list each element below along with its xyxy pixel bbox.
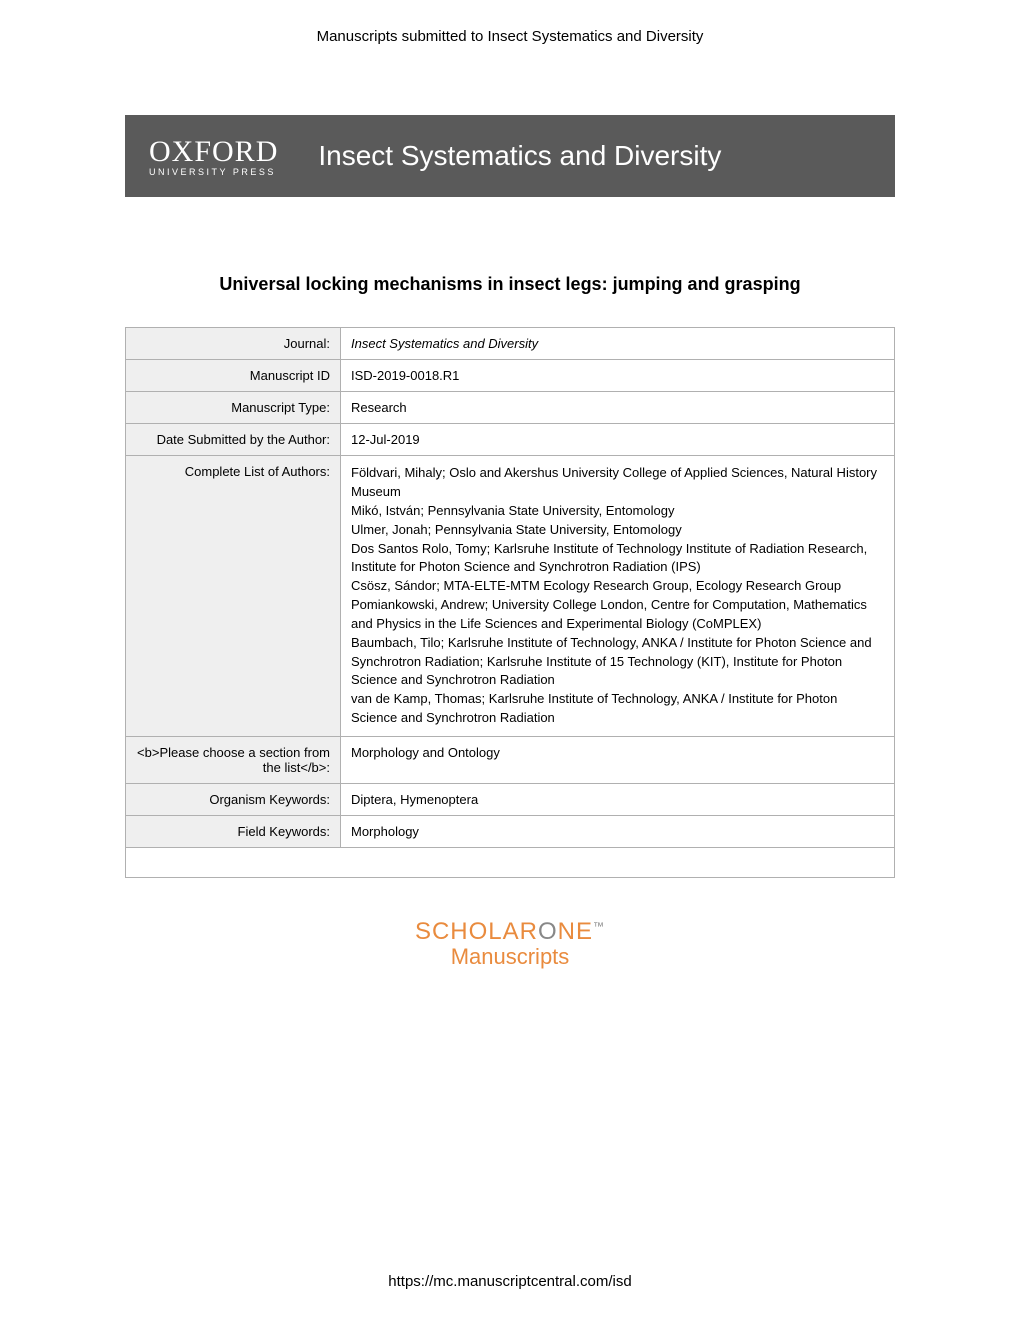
table-row: Complete List of Authors:Földvari, Mihal… — [126, 456, 895, 737]
scholarone-logo: SCHOLARONE™ Manuscripts — [0, 918, 1020, 970]
table-row: Journal:Insect Systematics and Diversity — [126, 328, 895, 360]
table-label: Journal: — [126, 328, 341, 360]
metadata-table: Journal:Insect Systematics and Diversity… — [125, 327, 895, 878]
table-label: Manuscript ID — [126, 360, 341, 392]
table-row: Field Keywords:Morphology — [126, 816, 895, 848]
table-value: Research — [341, 392, 895, 424]
oxford-logo-sub: UNIVERSITY PRESS — [149, 167, 278, 177]
table-label: Manuscript Type: — [126, 392, 341, 424]
scholarone-tm: ™ — [593, 921, 605, 933]
table-label: Organism Keywords: — [126, 784, 341, 816]
table-row: Manuscript Type:Research — [126, 392, 895, 424]
table-value: 12-Jul-2019 — [341, 424, 895, 456]
table-value: Morphology — [341, 816, 895, 848]
table-value: Insect Systematics and Diversity — [341, 328, 895, 360]
scholarone-sub: Manuscripts — [0, 944, 1020, 970]
journal-banner: OXFORD UNIVERSITY PRESS Insect Systemati… — [125, 115, 895, 197]
scholarone-part3: NE — [558, 918, 593, 945]
footer-url: https://mc.manuscriptcentral.com/isd — [0, 1273, 1020, 1290]
submission-header: Manuscripts submitted to Insect Systemat… — [0, 0, 1020, 45]
table-value: Diptera, Hymenoptera — [341, 784, 895, 816]
table-row: Organism Keywords:Diptera, Hymenoptera — [126, 784, 895, 816]
table-empty-row — [126, 848, 895, 878]
table-label: Field Keywords: — [126, 816, 341, 848]
article-title: Universal locking mechanisms in insect l… — [135, 272, 885, 297]
table-label: Complete List of Authors: — [126, 456, 341, 737]
scholarone-part2: O — [538, 918, 558, 945]
scholarone-part1: SCHOLAR — [415, 918, 538, 945]
oxford-logo-main: OXFORD — [149, 135, 278, 169]
scholarone-main: SCHOLARONE™ — [0, 918, 1020, 946]
table-value: Morphology and Ontology — [341, 737, 895, 784]
table-label: Date Submitted by the Author: — [126, 424, 341, 456]
table-row: Date Submitted by the Author:12-Jul-2019 — [126, 424, 895, 456]
table-label: <b>Please choose a section from the list… — [126, 737, 341, 784]
table-row: <b>Please choose a section from the list… — [126, 737, 895, 784]
table-value: ISD-2019-0018.R1 — [341, 360, 895, 392]
table-row: Manuscript IDISD-2019-0018.R1 — [126, 360, 895, 392]
oxford-logo: OXFORD UNIVERSITY PRESS — [149, 135, 278, 177]
table-value: Földvari, Mihaly; Oslo and Akershus Univ… — [341, 456, 895, 737]
banner-journal-title: Insect Systematics and Diversity — [318, 140, 721, 172]
